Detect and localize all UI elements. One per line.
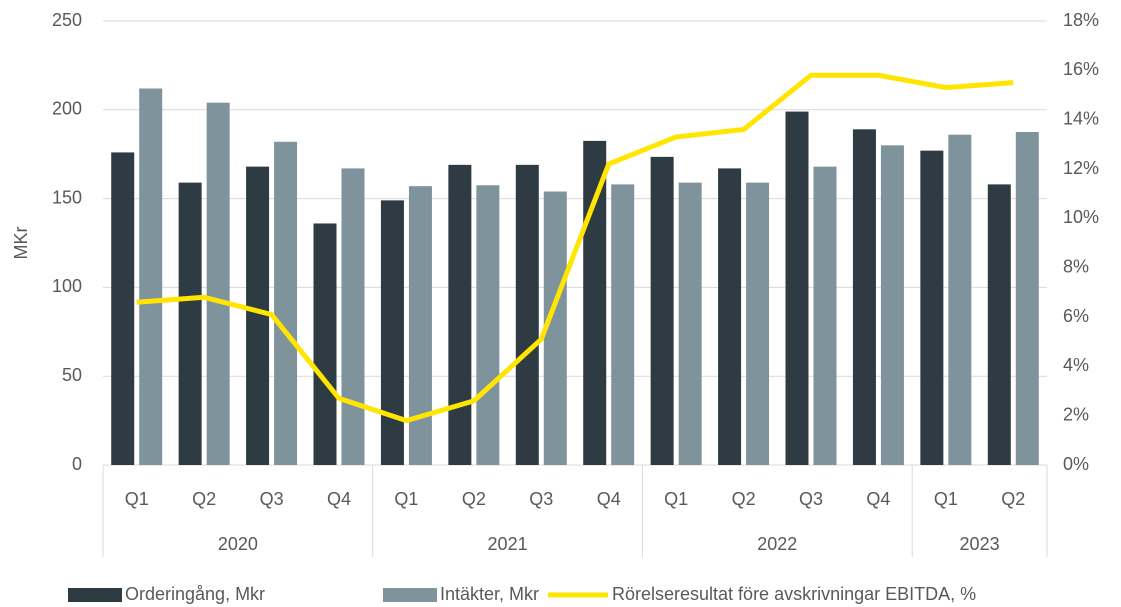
line bbox=[136, 72, 1014, 424]
y-tick-label: 100 bbox=[52, 276, 82, 296]
bar bbox=[380, 200, 404, 465]
y-tick-label: 150 bbox=[52, 187, 82, 207]
x-tick-label: Q3 bbox=[260, 489, 284, 509]
bar bbox=[785, 111, 809, 466]
bar bbox=[852, 129, 876, 465]
y2-tick-label: 0% bbox=[1063, 454, 1089, 474]
bar bbox=[746, 182, 770, 465]
bar bbox=[448, 164, 472, 465]
legend-label: Intäkter, Mkr bbox=[440, 584, 539, 604]
bar bbox=[476, 185, 500, 465]
x-tick-label: Q1 bbox=[125, 489, 149, 509]
y-axis-label: MKr bbox=[11, 227, 31, 260]
legend-label: Orderingång, Mkr bbox=[125, 584, 265, 604]
bar bbox=[920, 150, 944, 465]
x-group-label: 2022 bbox=[757, 534, 797, 554]
x-tick-label: Q1 bbox=[664, 489, 688, 509]
x-tick-label: Q2 bbox=[192, 489, 216, 509]
bar bbox=[408, 186, 432, 465]
bar bbox=[987, 184, 1011, 465]
y2-tick-label: 4% bbox=[1063, 355, 1089, 375]
x-tick-label: Q4 bbox=[866, 489, 890, 509]
y2-tick-label: 18% bbox=[1063, 10, 1099, 30]
bar bbox=[139, 88, 163, 465]
bar bbox=[1015, 132, 1039, 465]
bar bbox=[515, 164, 539, 465]
x-tick-label: Q2 bbox=[1001, 489, 1025, 509]
y2-tick-label: 6% bbox=[1063, 306, 1089, 326]
bar bbox=[583, 140, 607, 465]
y-tick-label: 0 bbox=[72, 454, 82, 474]
y2-tick-label: 12% bbox=[1063, 158, 1099, 178]
y2-tick-label: 10% bbox=[1063, 207, 1099, 227]
legend-swatch bbox=[68, 588, 122, 602]
bar bbox=[341, 168, 365, 465]
y2-tick-label: 16% bbox=[1063, 59, 1099, 79]
bar bbox=[880, 145, 904, 465]
legend-label: Rörelseresultat före avskrivningar EBITD… bbox=[612, 584, 976, 604]
y-tick-label: 200 bbox=[52, 99, 82, 119]
bar bbox=[246, 166, 270, 465]
x-group-label: 2021 bbox=[488, 534, 528, 554]
y2-tick-label: 14% bbox=[1063, 108, 1099, 128]
bar bbox=[111, 152, 135, 465]
bar bbox=[206, 102, 230, 466]
y2-tick-label: 8% bbox=[1063, 256, 1089, 276]
x-tick-label: Q4 bbox=[597, 489, 621, 509]
y-tick-label: 50 bbox=[62, 365, 82, 385]
bar bbox=[718, 168, 742, 465]
bar bbox=[678, 182, 702, 465]
bar bbox=[543, 191, 567, 465]
bar bbox=[611, 184, 635, 465]
bar bbox=[274, 141, 298, 465]
bar bbox=[948, 134, 972, 465]
y-tick-label: 250 bbox=[52, 10, 82, 30]
legend-swatch bbox=[383, 588, 437, 602]
x-tick-label: Q4 bbox=[327, 489, 351, 509]
x-group-label: 2023 bbox=[960, 534, 1000, 554]
x-tick-label: Q1 bbox=[934, 489, 958, 509]
x-tick-label: Q2 bbox=[732, 489, 756, 509]
y2-tick-label: 2% bbox=[1063, 404, 1089, 424]
x-group-label: 2020 bbox=[218, 534, 258, 554]
x-tick-label: Q3 bbox=[529, 489, 553, 509]
bar bbox=[650, 156, 674, 465]
bar bbox=[313, 223, 337, 465]
x-tick-label: Q3 bbox=[799, 489, 823, 509]
bar bbox=[813, 166, 837, 465]
x-tick-label: Q1 bbox=[394, 489, 418, 509]
x-tick-label: Q2 bbox=[462, 489, 486, 509]
bar bbox=[178, 182, 202, 465]
